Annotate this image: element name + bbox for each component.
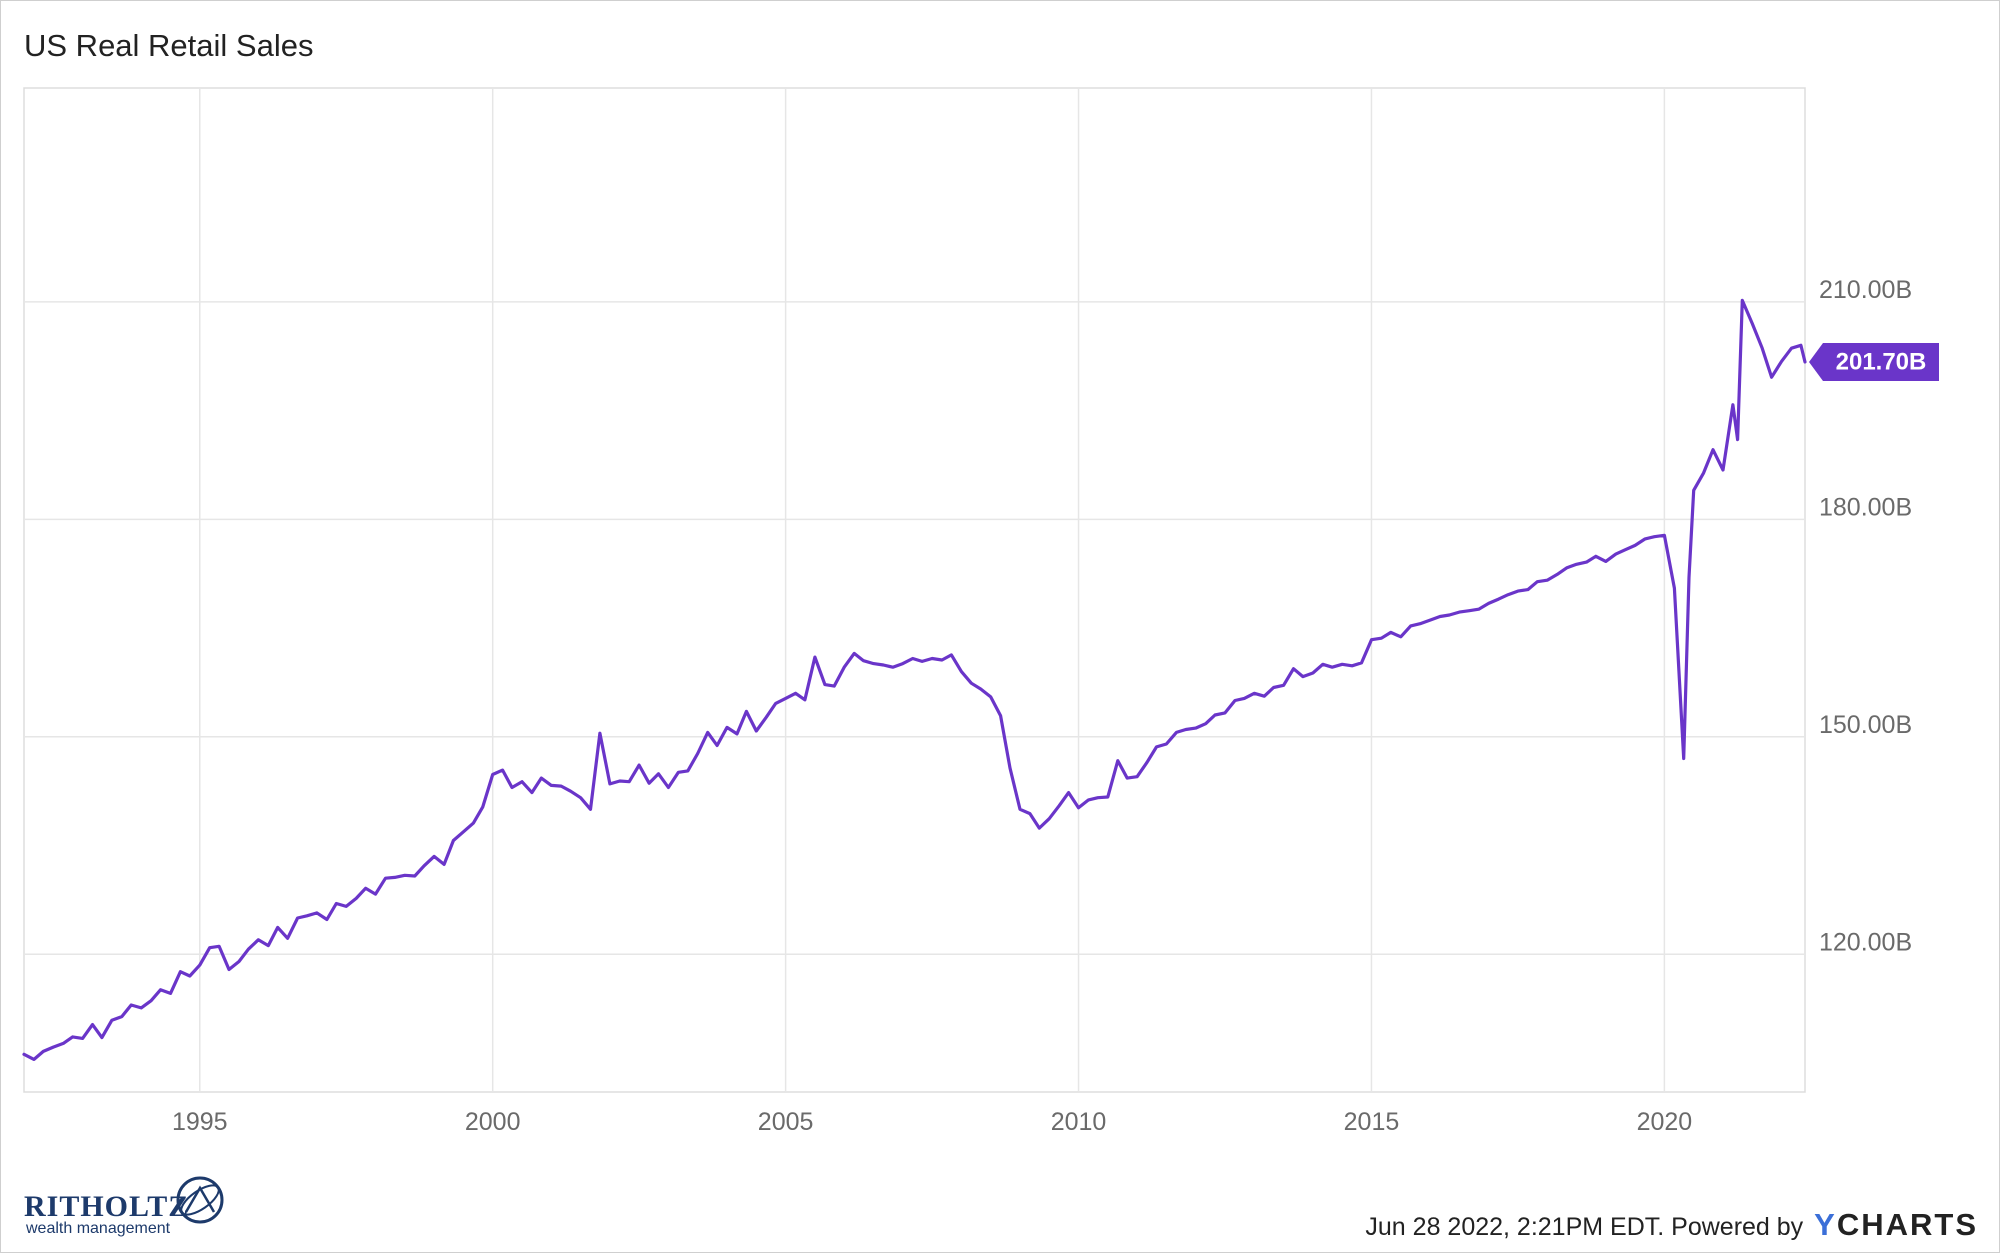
series-line [22, 298, 1807, 1061]
x-tick-label: 1995 [172, 1108, 228, 1136]
y-tick-label: 150.00B [1819, 711, 1912, 739]
timestamp: Jun 28 2022, 2:21PM EDT. [1365, 1213, 1665, 1241]
logo-tagline: wealth management [26, 1220, 171, 1237]
last-value-label: 201.70B [1836, 348, 1927, 375]
plot-area-border [23, 87, 1806, 1093]
x-tick-label: 2020 [1637, 1108, 1693, 1136]
y-tick-label: 120.00B [1819, 928, 1912, 956]
ritholtz-logo: RITHOLTZ wealth management [24, 1172, 254, 1237]
axes: 1995 2000 2005 2010 2015 2020 120.00B 150.00B 18… [172, 276, 1912, 1136]
last-value-marker: 201.70B [1809, 343, 1939, 382]
powered-by-text: Powered by [1671, 1213, 1804, 1241]
ycharts-logo-y: Y [1814, 1207, 1837, 1242]
last-value-badge [1809, 343, 1939, 382]
y-tick-label: 210.00B [1819, 276, 1912, 304]
grid [23, 87, 1806, 1093]
x-tick-label: 2015 [1344, 1108, 1400, 1136]
series-layer [22, 298, 1807, 1061]
x-tick-label: 2010 [1051, 1108, 1107, 1136]
chart-title: US Real Retail Sales [24, 28, 314, 63]
footer-attribution: Jun 28 2022, 2:21PM EDT. Powered by YCHA… [1365, 1207, 1978, 1243]
logo-wordmark: RITHOLTZ [24, 1190, 190, 1223]
ycharts-logo[interactable]: YCHARTS [1814, 1207, 1978, 1242]
x-tick-label: 2000 [465, 1108, 521, 1136]
x-tick-label: 2005 [758, 1108, 814, 1136]
ycharts-logo-text: CHARTS [1836, 1207, 1978, 1242]
ritholtz-emblem-icon [176, 1176, 224, 1224]
y-tick-label: 180.00B [1819, 493, 1912, 521]
